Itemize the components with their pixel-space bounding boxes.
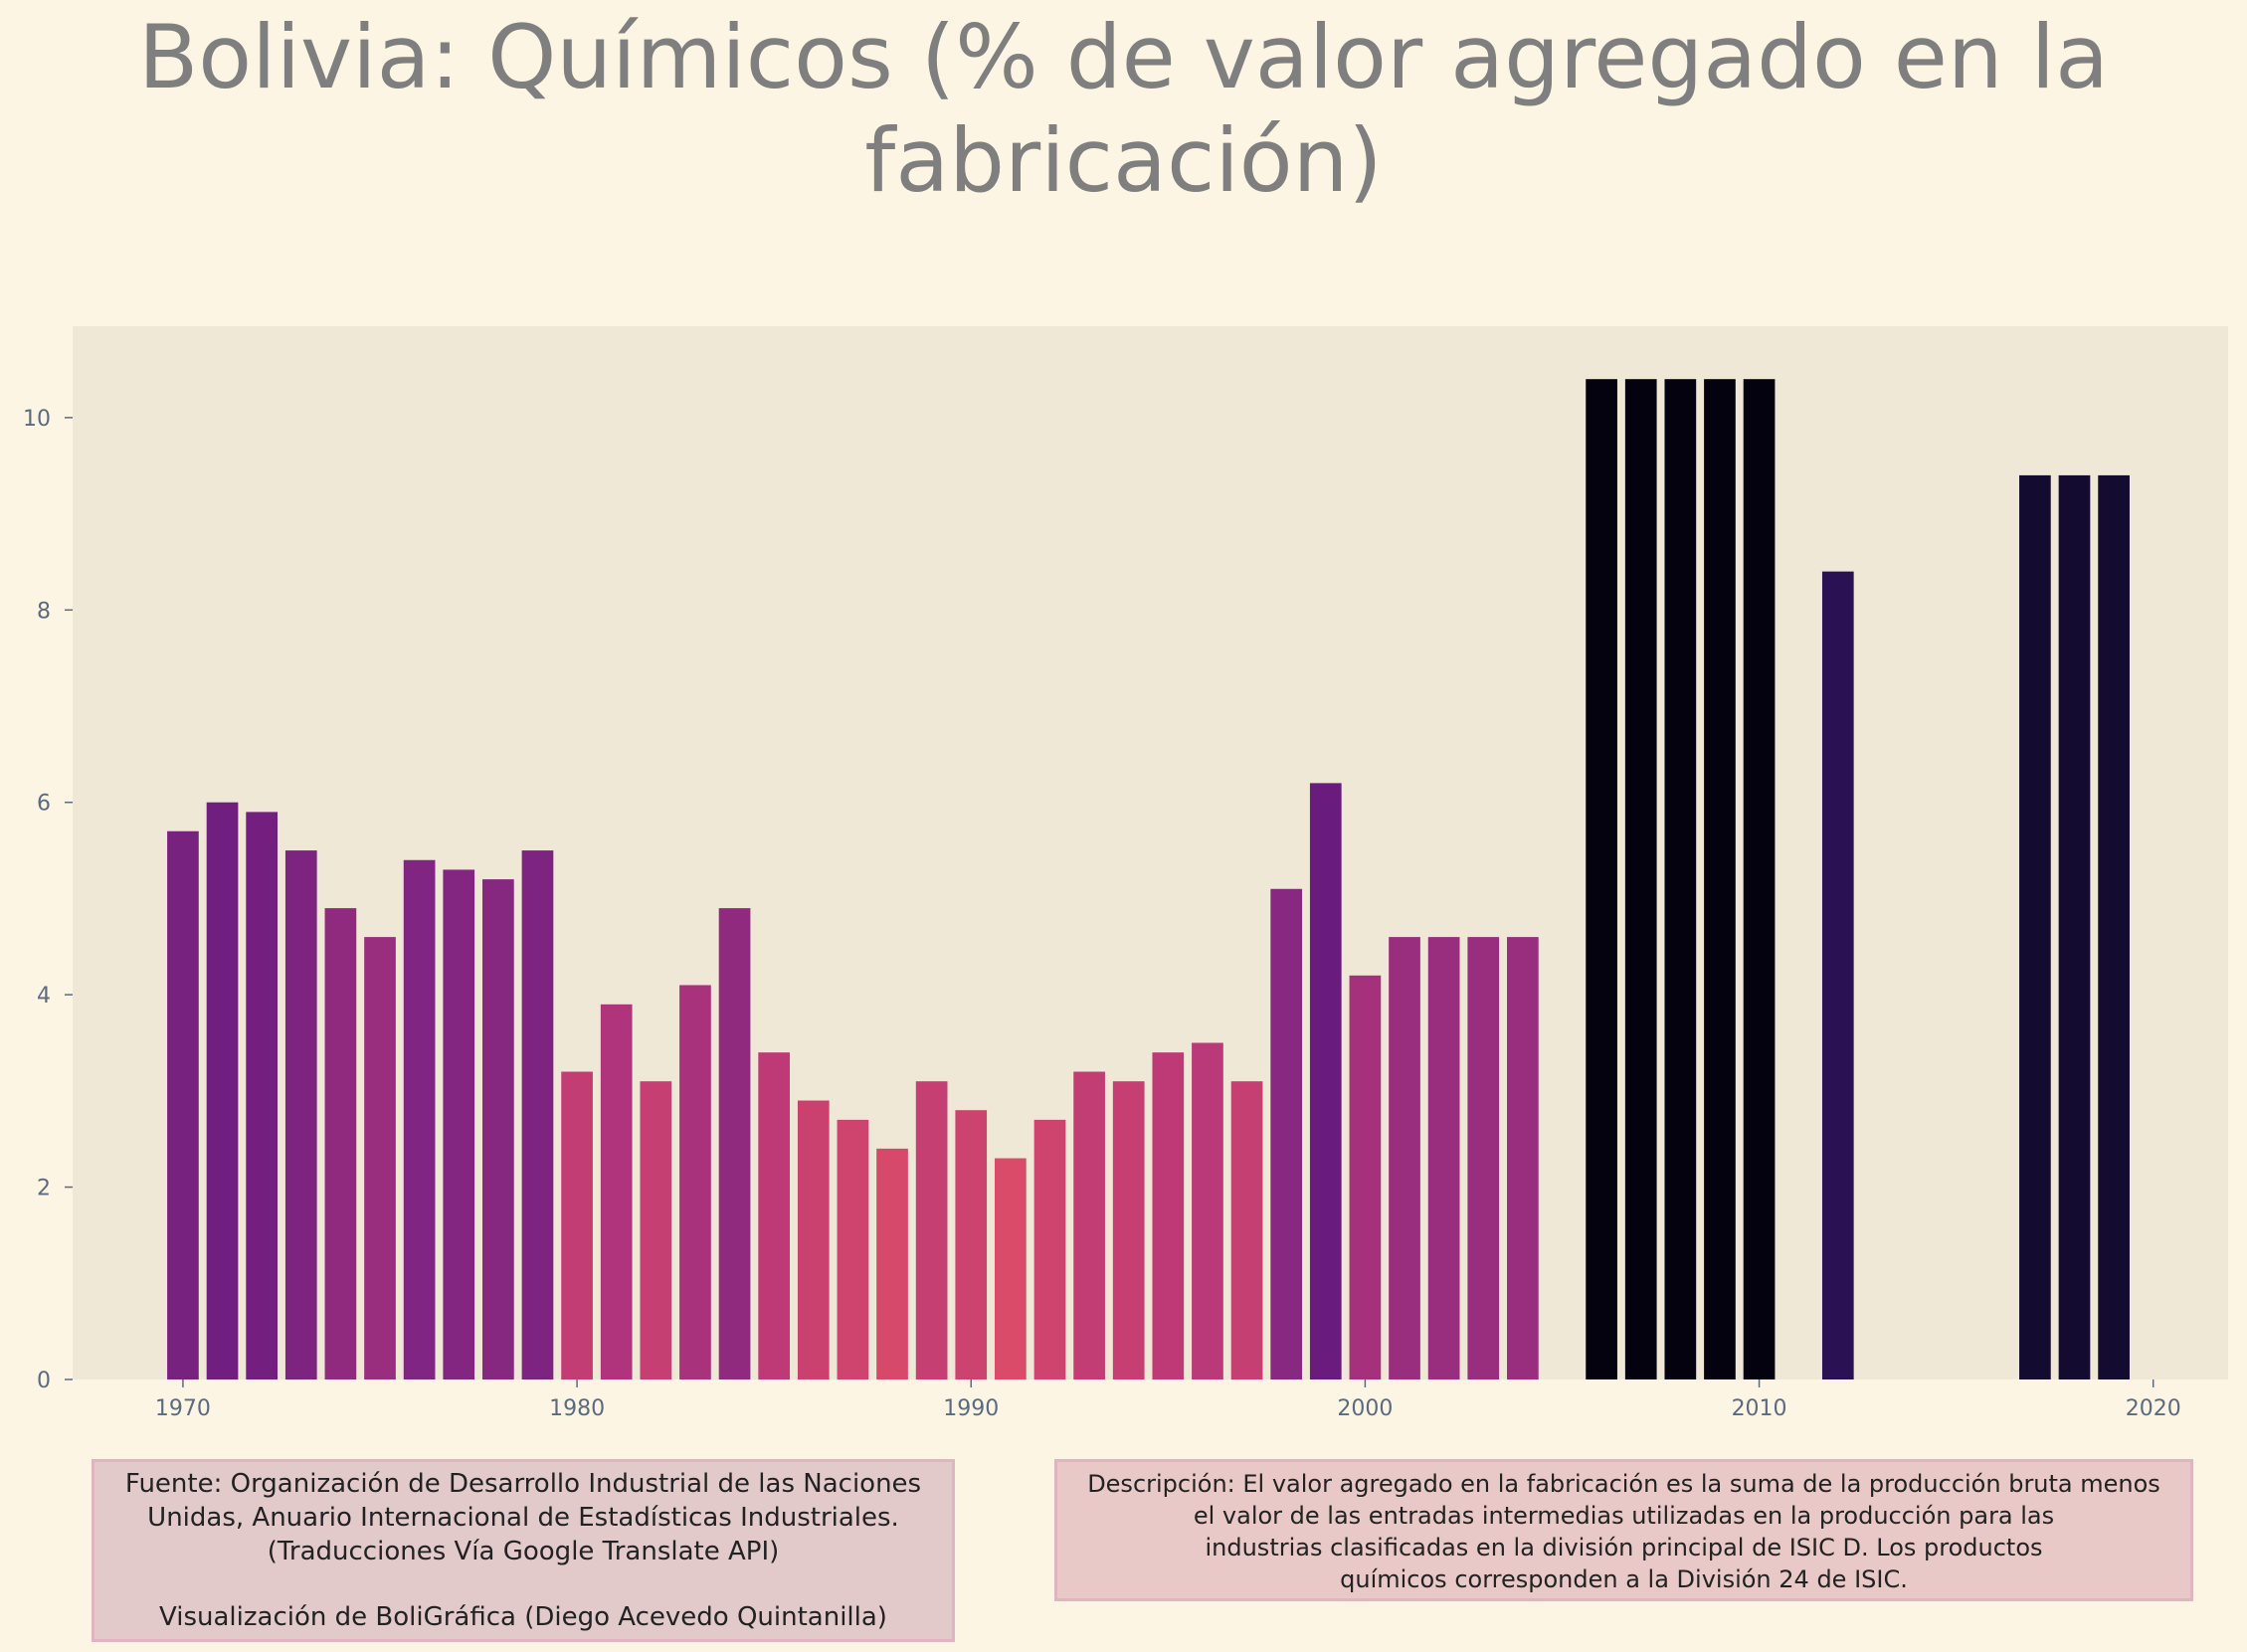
- bar-1973: [284, 850, 317, 1379]
- bar-1977: [443, 869, 475, 1379]
- bar-1987: [837, 1119, 869, 1379]
- bar-2002: [1427, 937, 1460, 1379]
- bar-2000: [1349, 975, 1382, 1379]
- bar-2009: [1704, 379, 1736, 1379]
- bar-1996: [1192, 1042, 1223, 1379]
- y-tick-label: 8: [37, 599, 51, 624]
- description-line: Descripción: El valor agregado en la fab…: [1087, 1470, 2160, 1498]
- bar-1980: [561, 1071, 593, 1379]
- y-tick-label: 0: [37, 1369, 51, 1393]
- bar-1981: [600, 1004, 633, 1379]
- bar-1978: [482, 879, 514, 1379]
- x-axis: 1970 1980 1990 2000 2010 2020: [155, 1379, 2181, 1421]
- bar-1979: [521, 850, 554, 1379]
- source-note: Fuente: Organización de Desarrollo Indus…: [92, 1459, 955, 1642]
- bar-1970: [167, 830, 199, 1379]
- bar-2018: [2058, 474, 2091, 1379]
- description-line: el valor de las entradas intermedias uti…: [1193, 1502, 2055, 1530]
- bar-2017: [2019, 474, 2051, 1379]
- source-line: (Traducciones Vía Google Translate API): [267, 1537, 780, 1566]
- y-tick-label: 4: [37, 984, 51, 1009]
- bar-1990: [955, 1110, 988, 1379]
- x-tick-label: 1970: [155, 1396, 211, 1421]
- bar-1988: [876, 1148, 908, 1379]
- bar-2019: [2098, 474, 2130, 1379]
- bar-1992: [1033, 1119, 1066, 1379]
- y-axis: 0 2 4 6 8 10: [23, 407, 73, 1393]
- bar-1986: [797, 1100, 830, 1379]
- bar-1975: [364, 937, 396, 1379]
- bar-2010: [1743, 379, 1776, 1379]
- bar-1983: [679, 985, 711, 1379]
- bar-1972: [246, 812, 279, 1379]
- x-tick-label: 1990: [943, 1396, 999, 1421]
- x-tick-label: 2010: [1732, 1396, 1787, 1421]
- x-tick-label: 2020: [2126, 1396, 2181, 1421]
- bar-1982: [640, 1081, 672, 1379]
- bar-1997: [1230, 1081, 1263, 1379]
- bar-1999: [1309, 783, 1342, 1379]
- x-tick-label: 2000: [1337, 1396, 1393, 1421]
- bar-2006: [1586, 379, 1617, 1379]
- bar-1976: [403, 859, 436, 1379]
- plot-area: [73, 326, 2228, 1379]
- bar-1993: [1073, 1071, 1105, 1379]
- bar-1995: [1152, 1052, 1185, 1379]
- source-line: Fuente: Organización de Desarrollo Indus…: [124, 1469, 922, 1499]
- bar-1971: [206, 802, 239, 1379]
- description-line: químicos corresponden a la División 24 d…: [1340, 1565, 1908, 1593]
- bar-2004: [1507, 937, 1539, 1379]
- bar-1998: [1270, 888, 1303, 1379]
- x-tick-label: 1980: [549, 1396, 605, 1421]
- bar-1985: [758, 1052, 791, 1379]
- bar-1974: [324, 908, 357, 1379]
- description-note: Descripción: El valor agregado en la fab…: [1054, 1459, 2193, 1601]
- bars-group: [167, 379, 2130, 1379]
- bar-2008: [1664, 379, 1697, 1379]
- bar-1994: [1112, 1081, 1145, 1379]
- chart-title: Bolivia: Químicos (% de valor agregado e…: [137, 6, 2110, 212]
- description-line: industrias clasificadas en la división p…: [1205, 1534, 2043, 1561]
- y-tick-label: 2: [37, 1177, 51, 1201]
- bar-1991: [995, 1158, 1027, 1379]
- y-tick-label: 6: [37, 792, 51, 817]
- bar-2012: [1821, 571, 1854, 1379]
- bar-1989: [915, 1081, 948, 1379]
- y-tick-label: 10: [23, 407, 51, 432]
- credit-line: Visualización de BoliGráfica (Diego Acev…: [159, 1602, 887, 1632]
- bar-2007: [1624, 379, 1657, 1379]
- source-line: Unidas, Anuario Internacional de Estadís…: [147, 1503, 899, 1533]
- bar-2003: [1467, 937, 1500, 1379]
- bar-2001: [1389, 937, 1420, 1379]
- bar-1984: [718, 908, 751, 1379]
